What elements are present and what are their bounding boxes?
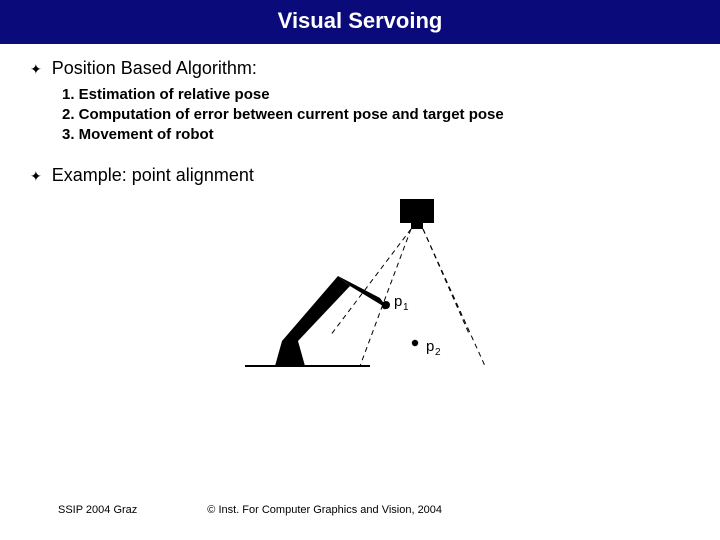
svg-text:p: p (426, 338, 434, 355)
bullet-icon: ✦ (30, 58, 42, 80)
footer-left: SSIP 2004 Graz (58, 504, 137, 516)
list-item: 3. Movement of robot (62, 126, 690, 143)
bullet-icon: ✦ (30, 165, 42, 187)
bullet-text: Example: point alignment (52, 165, 254, 186)
point-alignment-diagram: p1p2 (210, 191, 510, 411)
bullet-item: ✦ Example: point alignment (30, 165, 690, 187)
svg-text:p: p (394, 293, 402, 310)
title-bar: Visual Servoing (0, 0, 720, 44)
bullet-item: ✦ Position Based Algorithm: (30, 58, 690, 80)
footer: SSIP 2004 Graz © Inst. For Computer Grap… (58, 504, 442, 516)
list-item: 1. Estimation of relative pose (62, 86, 690, 103)
svg-text:1: 1 (403, 302, 409, 313)
footer-right: © Inst. For Computer Graphics and Vision… (207, 504, 442, 516)
list-item: 2. Computation of error between current … (62, 106, 690, 123)
slide-title: Visual Servoing (278, 8, 443, 33)
diagram-container: p1p2 (30, 191, 690, 411)
slide-body: ✦ Position Based Algorithm: 1. Estimatio… (0, 44, 720, 411)
bullet-text: Position Based Algorithm: (52, 58, 257, 79)
numbered-list: 1. Estimation of relative pose 2. Comput… (62, 86, 690, 143)
svg-text:2: 2 (435, 347, 441, 358)
